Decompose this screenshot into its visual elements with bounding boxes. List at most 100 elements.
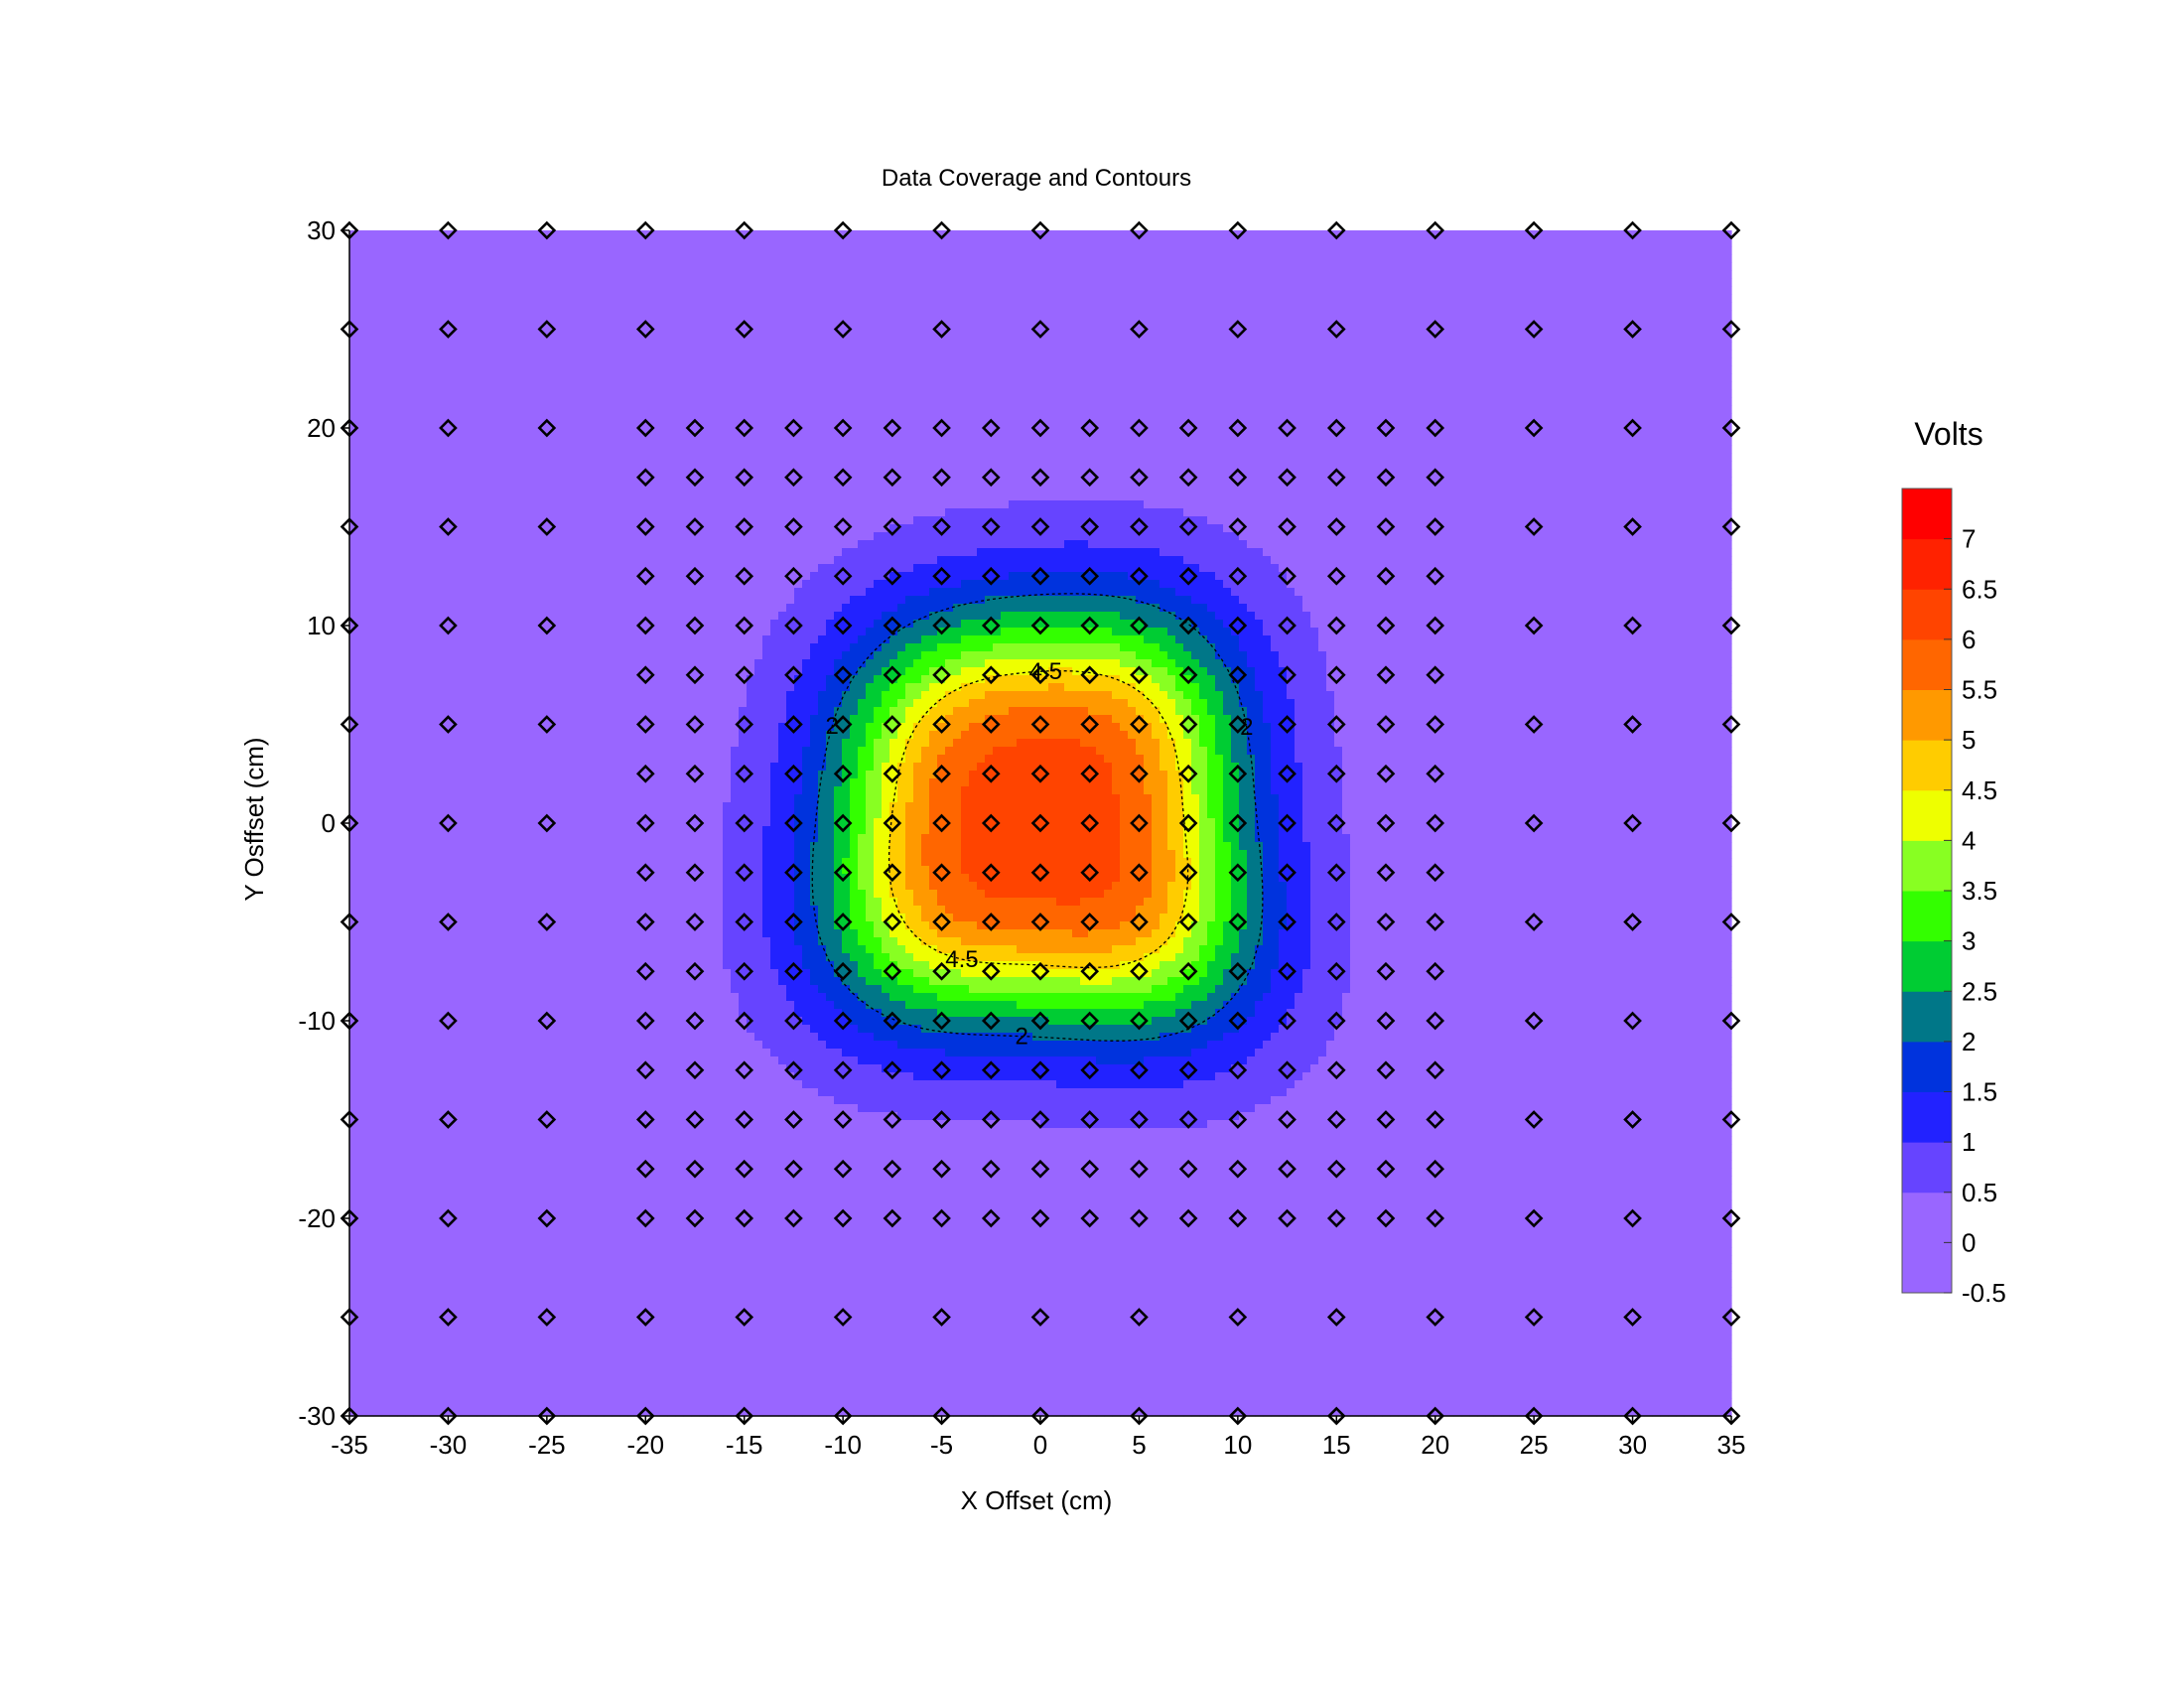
contour-cell: [349, 1239, 358, 1248]
contour-cell: [484, 882, 493, 891]
contour-cell: [405, 548, 414, 557]
contour-cell: [429, 1279, 438, 1288]
contour-cell: [596, 1303, 605, 1312]
contour-cell: [357, 302, 366, 311]
contour-cell: [381, 230, 390, 239]
contour-cell: [572, 659, 581, 668]
contour-cell: [564, 1255, 573, 1264]
contour-cell: [413, 1271, 422, 1280]
contour-cell: [437, 1327, 446, 1336]
contour-cell: [492, 1120, 501, 1129]
contour-cell: [405, 612, 414, 621]
contour-cell: [373, 1009, 382, 1018]
contour-cell: [532, 342, 541, 351]
contour-cell: [469, 500, 478, 509]
contour-cell: [508, 286, 517, 295]
contour-cell: [453, 389, 462, 398]
contour-cell: [572, 270, 581, 279]
contour-cell: [373, 397, 382, 406]
contour-cell: [604, 699, 613, 708]
contour-cell: [564, 1295, 573, 1304]
contour-cell: [413, 596, 422, 605]
contour-cell: [413, 1311, 422, 1320]
contour-cell: [580, 516, 589, 525]
contour-cell: [540, 389, 549, 398]
contour-cell: [524, 413, 533, 422]
contour-cell: [445, 508, 454, 517]
contour-cell: [461, 771, 470, 779]
contour-cell: [540, 421, 549, 430]
contour-cell: [500, 810, 509, 819]
contour-cell: [492, 445, 501, 454]
contour-cell: [365, 1088, 374, 1097]
contour-cell: [373, 334, 382, 343]
contour-cell: [508, 1088, 517, 1097]
contour-cell: [413, 294, 422, 303]
contour-cell: [357, 1112, 366, 1121]
contour-cell: [564, 1263, 573, 1272]
contour-cell: [556, 914, 565, 922]
contour-cell: [572, 755, 581, 764]
contour-cell: [421, 342, 430, 351]
contour-cell: [453, 381, 462, 390]
contour-cell: [365, 246, 374, 255]
contour-cell: [469, 246, 478, 255]
contour-cell: [500, 373, 509, 382]
contour-cell: [413, 1136, 422, 1145]
contour-cell: [612, 492, 620, 501]
contour-cell: [469, 1263, 478, 1272]
contour-cell: [357, 485, 366, 493]
contour-cell: [405, 1335, 414, 1343]
contour-cell: [516, 508, 525, 517]
contour-cell: [349, 755, 358, 764]
contour-cell: [445, 342, 454, 351]
contour-cell: [492, 381, 501, 390]
contour-cell: [500, 310, 509, 319]
contour-cell: [548, 1184, 557, 1193]
contour-cell: [453, 516, 462, 525]
contour-cell: [532, 882, 541, 891]
contour-cell: [572, 1112, 581, 1121]
contour-cell: [373, 1335, 382, 1343]
contour-cell: [349, 1247, 358, 1256]
contour-cell: [540, 1152, 549, 1161]
contour-cell: [556, 1112, 565, 1121]
contour-cell: [500, 620, 509, 629]
contour-cell: [556, 739, 565, 748]
contour-cell: [365, 516, 374, 525]
contour-cell: [461, 747, 470, 756]
contour-cell: [421, 564, 430, 573]
contour-cell: [508, 1080, 517, 1089]
contour-cell: [588, 421, 597, 430]
contour-cell: [508, 246, 517, 255]
contour-cell: [484, 707, 493, 716]
contour-cell: [461, 1096, 470, 1105]
contour-cell: [405, 310, 414, 319]
contour-cell: [500, 866, 509, 875]
contour-cell: [413, 1192, 422, 1200]
contour-cell: [524, 1112, 533, 1121]
contour-cell: [548, 500, 557, 509]
contour-cell: [532, 1080, 541, 1089]
contour-cell: [508, 731, 517, 740]
contour-cell: [548, 350, 557, 358]
contour-cell: [461, 1255, 470, 1264]
contour-cell: [421, 1374, 430, 1383]
contour-cell: [381, 1255, 390, 1264]
contour-cell: [381, 723, 390, 732]
contour-cell: [604, 564, 613, 573]
contour-cell: [516, 405, 525, 414]
contour-cell: [484, 1215, 493, 1224]
contour-cell: [381, 1358, 390, 1367]
contour-cell: [500, 1096, 509, 1105]
contour-cell: [508, 326, 517, 335]
contour-cell: [413, 612, 422, 621]
contour-cell: [556, 238, 565, 247]
contour-cell: [508, 755, 517, 764]
contour-cell: [477, 794, 485, 803]
contour-cell: [556, 278, 565, 287]
contour-cell: [405, 1041, 414, 1050]
contour-cell: [349, 1327, 358, 1336]
contour-cell: [397, 898, 406, 907]
contour-cell: [564, 1072, 573, 1081]
